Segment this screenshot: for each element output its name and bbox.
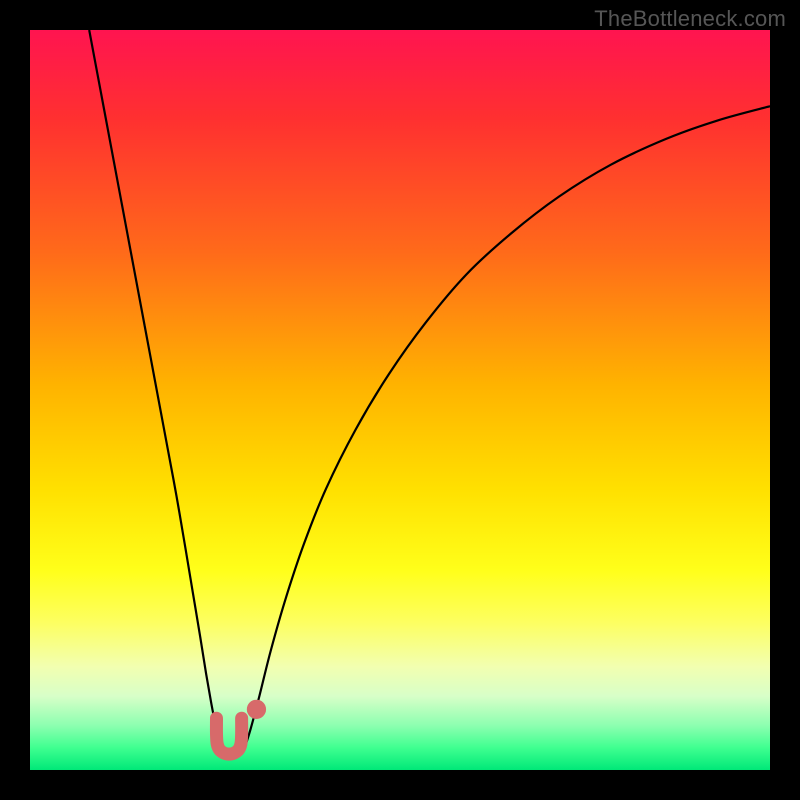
plot-area xyxy=(30,30,770,770)
bottom-dot-marker xyxy=(247,700,266,719)
watermark-text: TheBottleneck.com xyxy=(594,6,786,32)
bottleneck-chart xyxy=(30,30,770,770)
chart-frame: TheBottleneck.com xyxy=(0,0,800,800)
